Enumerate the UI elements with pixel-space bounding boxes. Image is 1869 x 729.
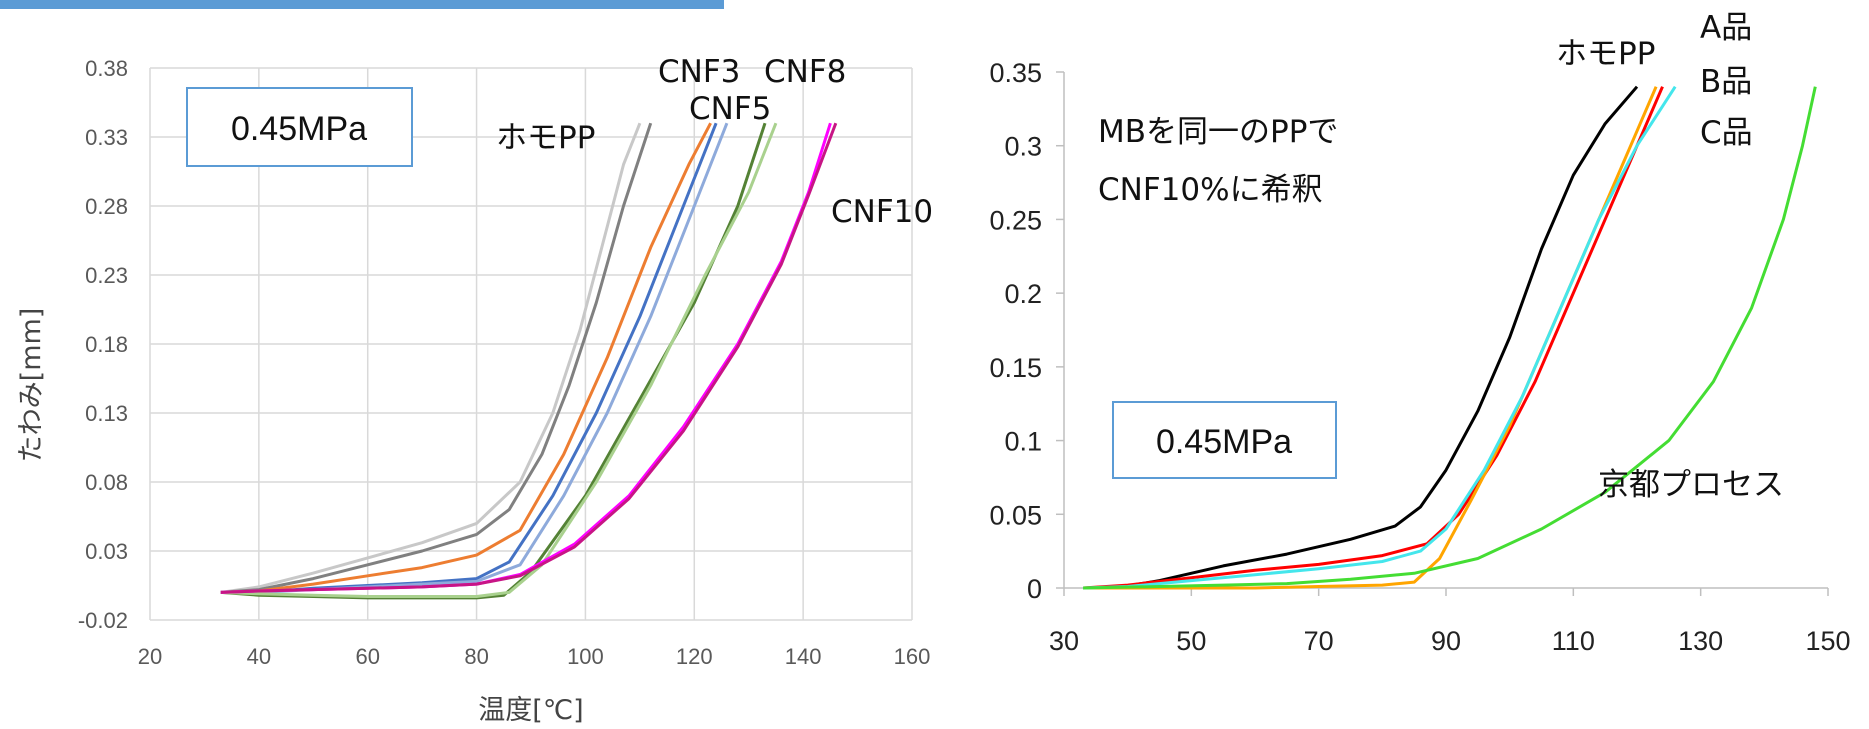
right-y-tick-label: 0.35 — [989, 58, 1042, 88]
left-y-tick-label: -0.02 — [78, 608, 128, 633]
right-x-tick-label: 90 — [1431, 626, 1461, 656]
right-series-line — [1083, 86, 1817, 590]
right-label-homopp: ホモPP — [1556, 36, 1655, 72]
left-x-tick-label: 40 — [247, 644, 271, 669]
left-x-axis-title: 温度[℃] — [478, 695, 583, 726]
left-series-line — [220, 122, 642, 594]
left-x-tick-label: 20 — [138, 644, 162, 669]
left-x-tick-label: 60 — [355, 644, 379, 669]
right-y-tick-label: 0.3 — [1004, 132, 1042, 162]
right-annotation-line1: MBを同一のPPで — [1098, 114, 1338, 150]
left-y-tick-label: 0.23 — [85, 263, 128, 288]
right-series-line — [1083, 86, 1664, 590]
left-series-line — [220, 122, 718, 594]
right-annotation-line2: CNF10%に希釈 — [1098, 172, 1323, 208]
left-y-axis-title: たわみ[mm] — [16, 308, 47, 463]
left-label-cnf3: CNF3 — [658, 54, 740, 90]
right-label-a: A品 — [1700, 10, 1752, 46]
right-y-tick-label: 0.2 — [1004, 279, 1042, 309]
right-y-tick-label: 0.05 — [989, 500, 1042, 530]
left-y-tick-label: 0.33 — [85, 125, 128, 150]
left-label-cnf8: CNF8 — [764, 54, 846, 90]
left-series-line — [220, 122, 712, 594]
left-x-tick-label: 140 — [785, 644, 822, 669]
right-x-tick-label: 150 — [1805, 626, 1850, 656]
left-x-tick-label: 80 — [464, 644, 488, 669]
left-y-tick-label: 0.03 — [85, 539, 128, 564]
left-x-tick-label: 160 — [894, 644, 931, 669]
right-pressure-label: 0.45MPa — [1156, 423, 1292, 461]
right-y-tick-label: 0.25 — [989, 205, 1042, 235]
left-series-line — [220, 122, 729, 594]
left-series-line — [220, 122, 653, 594]
right-series-line — [1083, 85, 1677, 590]
left-x-tick-label: 100 — [567, 644, 604, 669]
left-chart-ticks: 20 40 60 80 100 120 140 160 -0.02 0.03 0.08 0.13 0.1… — [78, 56, 931, 669]
left-pressure-label: 0.45MPa — [231, 110, 367, 148]
right-pressure-box — [1112, 401, 1337, 479]
left-series-line — [220, 122, 838, 594]
left-y-tick-label: 0.08 — [85, 470, 128, 495]
left-y-tick-label: 0.28 — [85, 194, 128, 219]
right-y-tick-label: 0 — [1027, 574, 1042, 604]
right-x-tick-label: 110 — [1552, 626, 1595, 656]
left-y-tick-label: 0.18 — [85, 332, 128, 357]
left-chart-gridlines — [149, 67, 913, 621]
right-x-tick-label: 130 — [1678, 626, 1723, 656]
right-label-b: B品 — [1700, 64, 1752, 100]
left-y-tick-label: 0.13 — [85, 401, 128, 426]
right-chart-ticks: 0 0.05 0.1 0.15 0.2 0.25 0.3 0.35 30 50 70 90 110 130… — [989, 58, 1850, 656]
title-accent-bar — [0, 0, 724, 9]
right-series-line — [1114, 85, 1639, 590]
left-series-line — [220, 122, 778, 598]
right-label-c: C品 — [1700, 115, 1753, 151]
right-x-tick-label: 70 — [1304, 626, 1334, 656]
right-label-kyoto: 京都プロセス — [1598, 467, 1784, 503]
right-x-tick-label: 30 — [1049, 626, 1079, 656]
right-y-tick-label: 0.1 — [1004, 427, 1042, 457]
left-label-cnf5: CNF5 — [689, 91, 771, 127]
left-label-cnf10: CNF10 — [831, 194, 933, 230]
left-chart-series — [220, 122, 838, 600]
right-chart-series — [1083, 85, 1817, 590]
left-pressure-box — [186, 87, 413, 167]
left-y-tick-label: 0.38 — [85, 56, 128, 81]
left-x-tick-label: 120 — [676, 644, 713, 669]
right-y-tick-label: 0.15 — [989, 353, 1042, 383]
left-label-homopp: ホモPP — [496, 120, 595, 156]
right-x-tick-label: 50 — [1176, 626, 1206, 656]
left-series-line — [220, 122, 767, 600]
